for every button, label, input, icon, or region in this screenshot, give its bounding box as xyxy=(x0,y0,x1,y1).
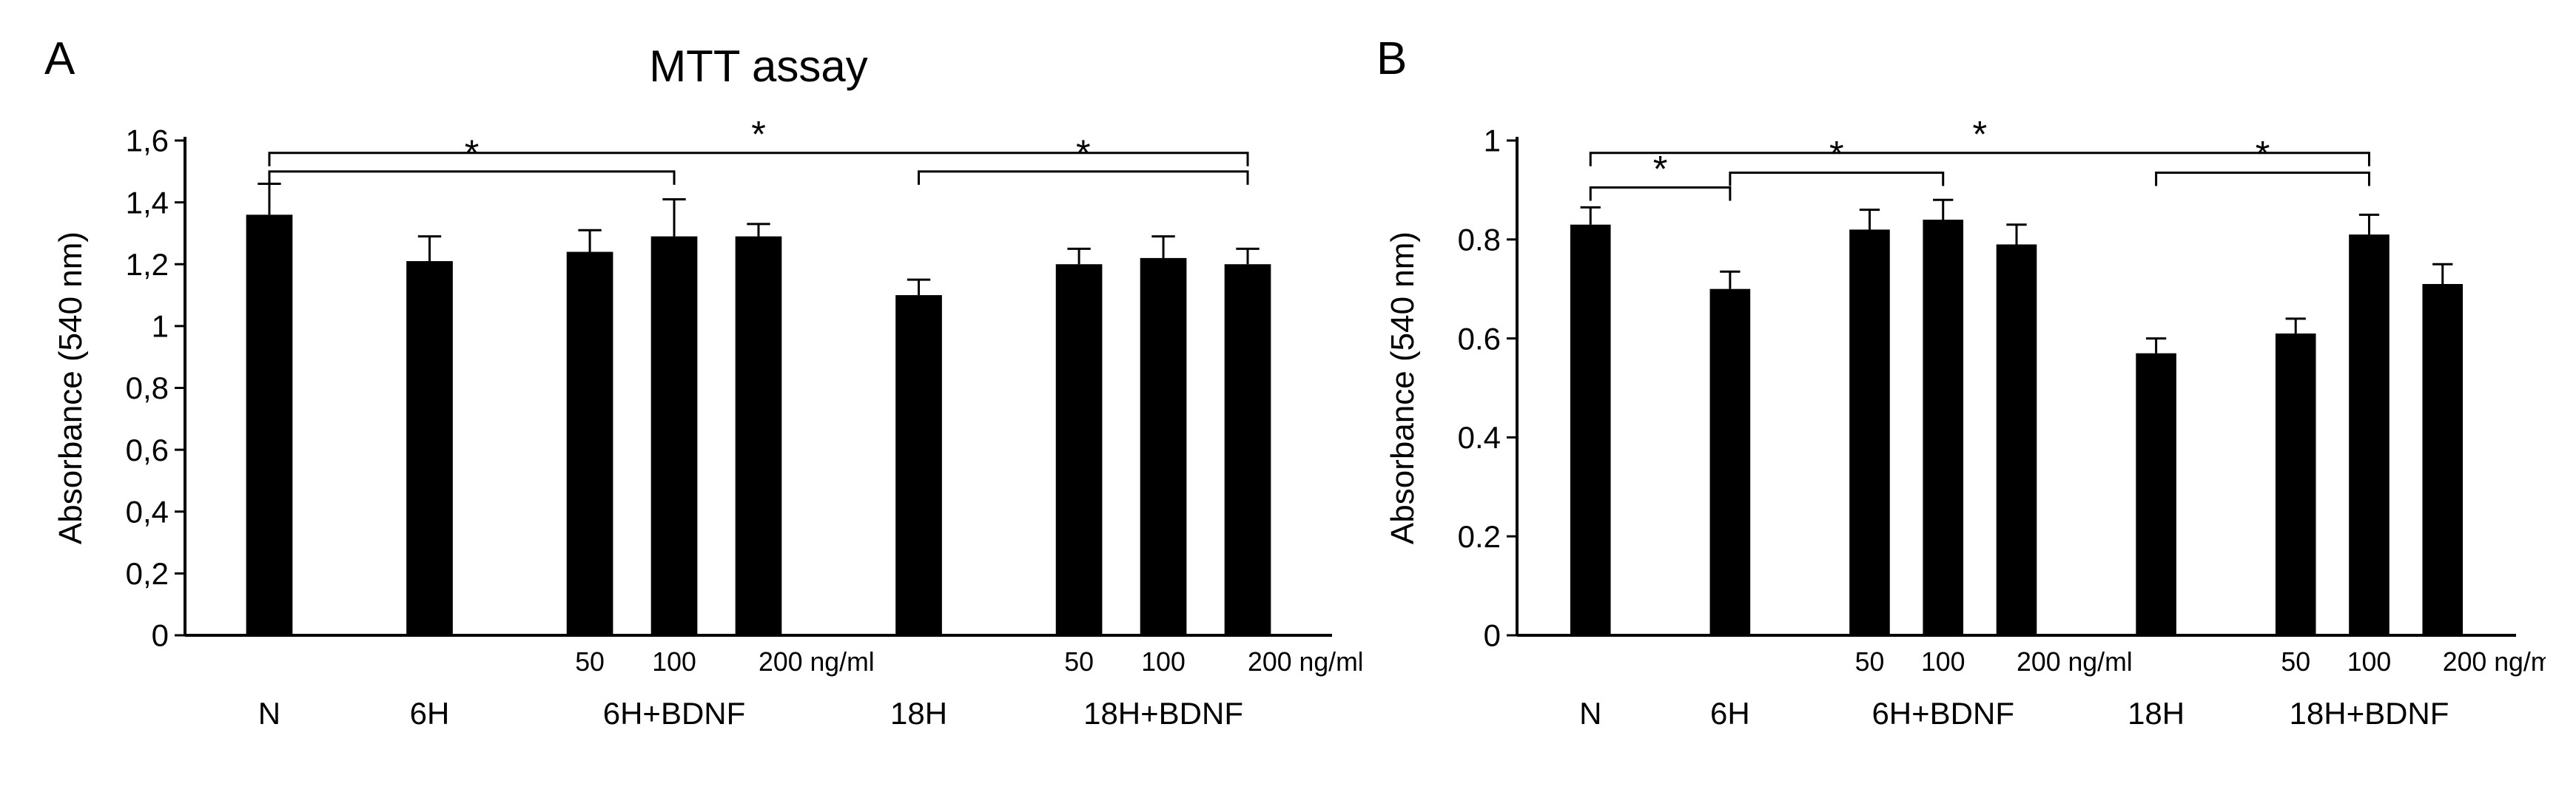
bar xyxy=(1140,258,1187,635)
bar xyxy=(1923,220,1963,635)
group-label: N xyxy=(258,696,280,731)
group-label: 6H+BDNF xyxy=(1872,696,2014,731)
panel-label: A xyxy=(44,33,75,84)
bar xyxy=(1997,244,2037,635)
y-tick-label: 0,2 xyxy=(126,556,169,591)
y-tick-label: 0 xyxy=(152,618,169,653)
y-tick-label: 0 xyxy=(1484,618,1501,653)
group-label: N xyxy=(1579,696,1601,731)
group-label: 6H+BDNF xyxy=(603,696,746,731)
bar-sublabel: 50 xyxy=(1064,647,1094,677)
bar xyxy=(1570,225,1611,635)
y-tick-label: 0,6 xyxy=(126,433,169,467)
y-tick-label: 1,4 xyxy=(126,185,169,220)
y-axis-label: Absorbance (540 nm) xyxy=(1385,231,1421,544)
y-axis-label: Absorbance (540 nm) xyxy=(53,231,89,544)
y-tick-label: 0,8 xyxy=(126,371,169,405)
y-tick-label: 0.4 xyxy=(1458,420,1501,455)
bar xyxy=(736,237,782,635)
bar-sublabel: 200 ng/ml xyxy=(2443,647,2546,677)
bar-sublabel: 200 ng/ml xyxy=(1248,647,1362,677)
significance-star: * xyxy=(2256,132,2270,175)
y-tick-label: 1 xyxy=(1484,124,1501,158)
y-tick-label: 0.6 xyxy=(1458,321,1501,356)
bar xyxy=(1225,264,1271,635)
y-tick-label: 1,6 xyxy=(126,124,169,158)
group-label: 18H+BDNF xyxy=(2290,696,2449,731)
bar-sublabel: 50 xyxy=(2281,647,2310,677)
chart-svg: B 0 0.2 0.4 0.6 0.8 1 Absorbance (540 nm) N 6H 50 1… xyxy=(1362,22,2546,768)
panel-b: B 0 0.2 0.4 0.6 0.8 1 Absorbance (540 nm) N 6H 50 1… xyxy=(1362,22,2546,768)
bar xyxy=(1056,264,1103,635)
bar xyxy=(406,261,453,635)
panel-label: B xyxy=(1376,33,1407,84)
bar xyxy=(2276,334,2316,635)
y-tick-label: 0.8 xyxy=(1458,223,1501,257)
figure-container: A MTT assay 0 0,2 0,4 0,6 0,8 1 1,2 1,4 1,6 Absorba… xyxy=(0,0,2576,798)
bar xyxy=(567,252,613,635)
significance-star: * xyxy=(1076,132,1091,174)
bar-sublabel: 200 ng/ml xyxy=(759,647,875,677)
y-tick-label: 0,4 xyxy=(126,494,169,529)
bar xyxy=(895,295,942,635)
significance-star: * xyxy=(1973,113,1988,155)
group-label: 18H xyxy=(890,696,947,731)
chart-title: MTT assay xyxy=(649,41,868,91)
bar-sublabel: 100 xyxy=(2347,647,2392,677)
bar xyxy=(651,237,698,635)
group-label: 18H+BDNF xyxy=(1083,696,1243,731)
bar xyxy=(2136,354,2176,635)
panel-a: A MTT assay 0 0,2 0,4 0,6 0,8 1 1,2 1,4 1,6 Absorba… xyxy=(30,22,1362,768)
y-tick-label: 0.2 xyxy=(1458,519,1501,554)
y-tick-label: 1 xyxy=(152,309,169,344)
chart-svg: A MTT assay 0 0,2 0,4 0,6 0,8 1 1,2 1,4 1,6 Absorba… xyxy=(30,22,1362,768)
bar-sublabel: 100 xyxy=(1921,647,1965,677)
significance-star: * xyxy=(751,113,766,155)
group-label: 18H xyxy=(2128,696,2185,731)
group-label: 6H xyxy=(410,696,450,731)
bar-sublabel: 100 xyxy=(652,647,696,677)
bar xyxy=(2422,284,2463,635)
bar-sublabel: 200 ng/ml xyxy=(2017,647,2133,677)
bar xyxy=(1849,229,1890,635)
y-tick-label: 1,2 xyxy=(126,247,169,282)
bar-sublabel: 100 xyxy=(1141,647,1186,677)
bar-sublabel: 50 xyxy=(575,647,605,677)
bar xyxy=(1710,289,1751,635)
bar xyxy=(246,214,293,635)
group-label: 6H xyxy=(1710,696,1750,731)
bar xyxy=(2349,234,2390,635)
bar-sublabel: 50 xyxy=(1855,647,1885,677)
